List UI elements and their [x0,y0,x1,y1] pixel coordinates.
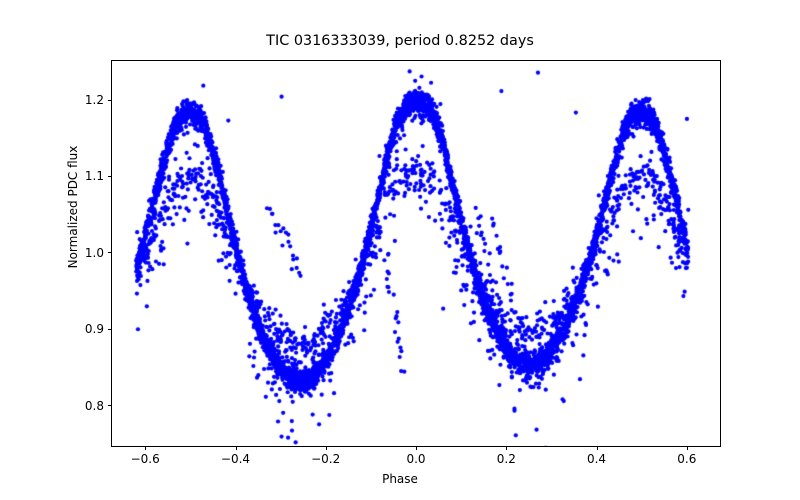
x-tick-label--0.6: −0.6 [130,452,160,466]
y-tick-mark-0.8 [107,405,111,407]
y-tick-mark-1.2 [107,99,111,101]
y-tick-label-0.8: 0.8 [84,398,104,413]
x-tick-mark-0.0 [416,446,418,450]
y-tick-label-0.9: 0.9 [84,322,104,337]
x-tick-label-0.6: 0.6 [677,452,697,466]
x-axis-label: Phase [382,472,418,486]
x-tick-label-0.2: 0.2 [496,452,516,466]
y-tick-mark-0.9 [107,328,111,330]
x-tick-mark--0.6 [145,446,147,450]
x-tick-mark--0.4 [235,446,237,450]
x-tick-mark-0.2 [506,446,508,450]
y-axis-label: Normalized PDC flux [66,145,80,269]
y-tick-label-1.0: 1.0 [84,245,104,260]
y-tick-label-1.2: 1.2 [84,93,104,107]
x-tick-label--0.2: −0.2 [311,452,341,466]
y-tick-label-1.1: 1.1 [84,169,104,184]
x-tick-label-0.0: 0.0 [406,452,426,466]
x-tick-mark-0.6 [686,446,688,450]
chart-title: TIC 0316333039, period 0.8252 days [266,33,534,49]
scatter-plot-points [112,61,720,446]
x-tick-label--0.4: −0.4 [220,452,251,466]
y-tick-mark-1.1 [107,176,111,178]
x-tick-label-0.4: 0.4 [586,452,607,466]
plot-axes-frame [111,60,721,447]
y-tick-mark-1.0 [107,252,111,254]
x-tick-mark--0.2 [325,446,327,450]
x-tick-mark-0.4 [596,446,598,450]
